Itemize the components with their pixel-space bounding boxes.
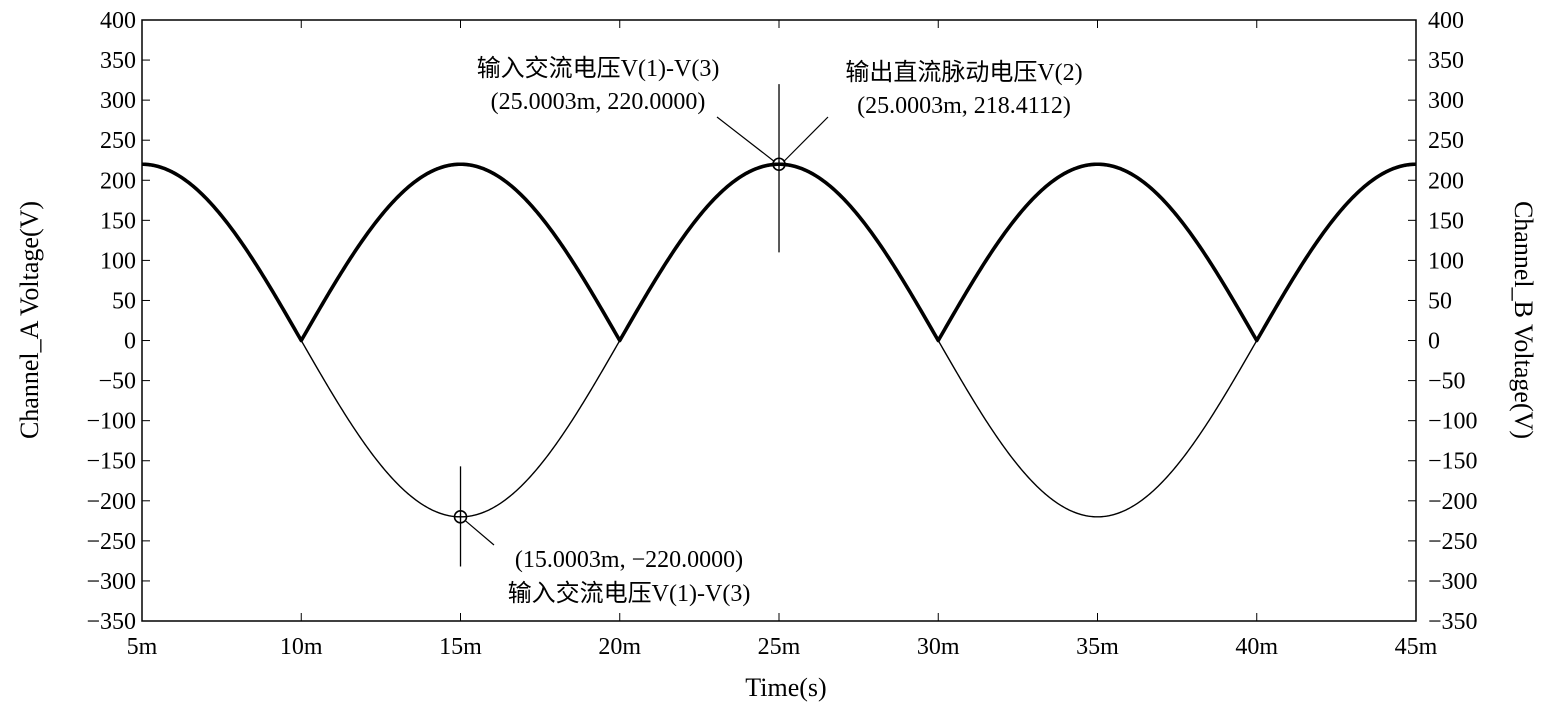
- y-tick-label-left: 50: [112, 288, 136, 314]
- y-tick-label-left: −100: [86, 409, 136, 435]
- y-tick-label-right: 100: [1428, 248, 1464, 274]
- x-tick-label: 10m: [280, 634, 323, 660]
- x-tick-label: 15m: [439, 634, 482, 660]
- y-axis-label-left: Channel_A Voltage(V): [15, 201, 44, 439]
- x-axis-label: Time(s): [745, 673, 826, 702]
- x-tick-label: 25m: [758, 634, 801, 660]
- y-tick-label-left: 400: [100, 8, 136, 34]
- x-tick-label: 35m: [1076, 634, 1119, 660]
- y-tick-label-right: −100: [1428, 409, 1478, 435]
- cursor-label-value: (25.0003m, 218.4112): [857, 93, 1071, 119]
- y-tick-label-right: 350: [1428, 48, 1464, 74]
- cursor-leader-line: [716, 116, 775, 162]
- x-tick-label: 20m: [598, 634, 641, 660]
- y-tick-label-left: 150: [100, 208, 136, 234]
- axis-ticks: 5m 10m 15m 20m 25m 30m 35m 40m 45m 400 400 350 350 30…: [86, 8, 1477, 660]
- y-tick-label-right: 300: [1428, 88, 1464, 114]
- x-tick-label: 30m: [917, 634, 960, 660]
- y-tick-label-right: −50: [1428, 369, 1466, 395]
- y-tick-label-right: 400: [1428, 8, 1464, 34]
- cursor-label-name: 输出直流脉动电压V(2): [845, 59, 1082, 86]
- y-tick-label-left: 250: [100, 128, 136, 154]
- y-tick-label-right: −350: [1428, 609, 1478, 635]
- x-tick-label: 40m: [1235, 634, 1278, 660]
- x-tick-label: 45m: [1395, 634, 1438, 660]
- cursor-label-name: 输入交流电压V(1)-V(3): [477, 55, 720, 82]
- y-tick-label-right: −200: [1428, 489, 1478, 515]
- cursor-label-value: (25.0003m, 220.0000): [491, 89, 706, 115]
- y-tick-label-right: 0: [1428, 329, 1440, 355]
- x-tick-label: 5m: [127, 634, 158, 660]
- y-tick-label-right: −150: [1428, 449, 1478, 475]
- cursor-layer: 输入交流电压V(1)-V(3) (25.0003m, 220.0000) 输出直流脉…: [453, 55, 1083, 607]
- y-tick-label-left: −300: [86, 569, 136, 595]
- y-tick-label-right: 250: [1428, 128, 1464, 154]
- cursor-label-value: (15.0003m, −220.0000): [515, 547, 743, 573]
- y-tick-label-left: 200: [100, 168, 136, 194]
- y-tick-label-right: 50: [1428, 288, 1452, 314]
- y-tick-label-left: −150: [86, 449, 136, 475]
- y-tick-label-left: 350: [100, 48, 136, 74]
- cursor-marker: [772, 157, 786, 172]
- y-tick-label-left: 100: [100, 248, 136, 274]
- y-tick-label-left: 0: [124, 329, 136, 355]
- y-tick-label-left: −250: [86, 529, 136, 555]
- cursor-leader-line: [783, 116, 829, 162]
- y-tick-label-left: −50: [98, 369, 136, 395]
- y-tick-label-left: 300: [100, 88, 136, 114]
- y-tick-label-left: −350: [86, 609, 136, 635]
- y-tick-label-right: −300: [1428, 569, 1478, 595]
- cursor-label-name: 输入交流电压V(1)-V(3): [508, 580, 751, 607]
- cursor-marker: [453, 510, 468, 524]
- y-tick-label-right: 150: [1428, 208, 1464, 234]
- y-tick-label-right: 200: [1428, 168, 1464, 194]
- y-tick-label-right: −250: [1428, 529, 1478, 555]
- y-tick-label-left: −200: [86, 489, 136, 515]
- cursor-leader-line: [465, 520, 495, 546]
- y-axis-label-right: Channel_B Voltage(V): [1509, 201, 1538, 439]
